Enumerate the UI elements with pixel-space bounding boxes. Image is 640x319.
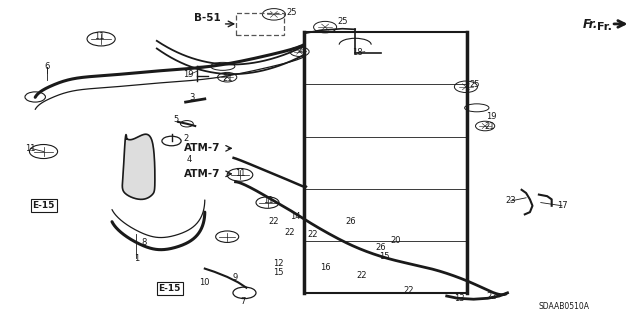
Text: ATM-7: ATM-7: [184, 169, 221, 179]
Text: 18: 18: [352, 48, 362, 57]
Text: 22: 22: [356, 271, 367, 280]
Text: 3: 3: [189, 93, 195, 102]
Text: 20: 20: [390, 236, 401, 245]
Text: 11: 11: [235, 169, 245, 178]
Text: 11: 11: [94, 32, 104, 41]
Text: Fr.: Fr.: [583, 19, 598, 31]
Text: 22: 22: [486, 292, 497, 300]
Text: 21: 21: [222, 74, 232, 83]
Text: 11: 11: [26, 144, 36, 153]
Text: 9: 9: [233, 273, 238, 282]
Bar: [304, 32, 467, 293]
Text: 15: 15: [273, 268, 284, 277]
Text: ATM-7: ATM-7: [184, 143, 221, 153]
Text: Fr.: Fr.: [597, 22, 612, 32]
Text: 15: 15: [379, 252, 389, 261]
Text: 22: 22: [285, 228, 295, 237]
Text: 4: 4: [186, 155, 191, 164]
Text: E-15: E-15: [159, 284, 180, 293]
Polygon shape: [122, 134, 155, 199]
Text: E-15: E-15: [33, 201, 54, 210]
Text: 17: 17: [557, 201, 567, 210]
Text: 7: 7: [241, 297, 246, 306]
Text: 11: 11: [264, 197, 274, 205]
Text: 21: 21: [298, 45, 308, 54]
Text: 2: 2: [183, 134, 188, 143]
Text: E-15: E-15: [159, 284, 180, 293]
Text: 13: 13: [454, 294, 465, 303]
Text: SDAAB0510A: SDAAB0510A: [539, 302, 590, 311]
Text: 25: 25: [470, 80, 480, 89]
Text: B-51: B-51: [194, 12, 221, 23]
Text: 26: 26: [376, 243, 386, 252]
Text: 19: 19: [184, 70, 194, 79]
Text: 24: 24: [126, 145, 136, 154]
Text: 14: 14: [291, 212, 301, 221]
Text: 22: 22: [307, 230, 317, 239]
Text: 12: 12: [273, 259, 284, 268]
Text: 25: 25: [337, 17, 348, 26]
Text: 6: 6: [44, 63, 49, 71]
Text: 10: 10: [200, 278, 210, 287]
Text: 22: 22: [403, 286, 413, 295]
Text: 26: 26: [346, 217, 356, 226]
Text: 25: 25: [286, 8, 296, 17]
Text: 23: 23: [506, 197, 516, 205]
Text: 1: 1: [134, 254, 139, 263]
Text: 21: 21: [484, 122, 495, 130]
Text: 5: 5: [173, 115, 179, 124]
Text: 22: 22: [269, 217, 279, 226]
Text: 8: 8: [141, 238, 147, 247]
Text: E-15: E-15: [33, 201, 54, 210]
Text: 19: 19: [486, 112, 497, 121]
Text: 16: 16: [320, 263, 330, 272]
